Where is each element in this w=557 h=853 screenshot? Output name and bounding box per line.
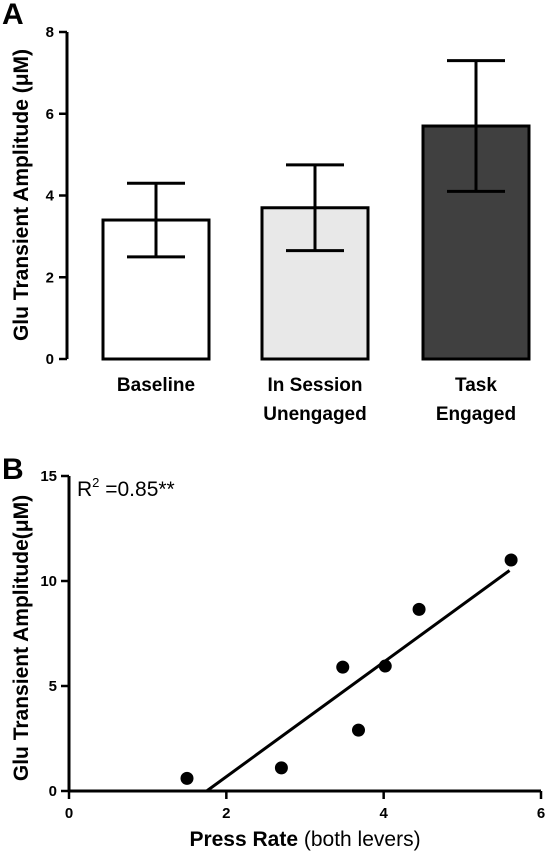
panel-a-y-tick-label: 2 — [46, 269, 54, 286]
panel-a-label: A — [2, 0, 24, 31]
panel-b-y-axis-label: Glu Transient Amplitude(μM) — [10, 495, 33, 781]
panel-b-y-tick-label: 5 — [49, 678, 57, 695]
scatter-point — [351, 723, 365, 737]
scatter-point — [378, 659, 392, 673]
scatter-point — [336, 660, 350, 674]
panel-a: A Glu Transient Amplitude (μM) 0 2 4 6 8 Bas… — [2, 0, 531, 425]
scatter-point — [412, 602, 426, 616]
panel-b-x-tick-label: 0 — [65, 805, 73, 822]
panel-a-y-tick-label: 6 — [46, 106, 54, 123]
panel-b-y-tick-label: 15 — [40, 468, 57, 485]
scatter-point — [274, 761, 288, 775]
panel-a-y-tick-label: 8 — [46, 24, 54, 41]
category-label-line2: Unengaged — [263, 404, 366, 425]
panel-b-y-tick-label: 0 — [49, 783, 57, 800]
panel-b: B Glu Transient Amplitude(μM) 0 5 10 15 0 2 4… — [2, 453, 545, 851]
panel-b-y-tick-label: 10 — [40, 573, 57, 590]
category-label-line2: Engaged — [436, 404, 516, 425]
category-label: Task — [455, 375, 497, 396]
panel-b-r-squared-annotation: R2 =0.85** — [77, 475, 175, 501]
panel-a-y-axis-label: Glu Transient Amplitude (μM) — [10, 49, 33, 341]
regression-line — [205, 569, 511, 793]
panel-b-x-axis-label: Press Rate (both levers) — [189, 828, 420, 851]
category-label: In Session — [267, 375, 362, 396]
panel-b-label: B — [2, 453, 24, 486]
panel-b-x-tick-label: 6 — [537, 805, 545, 822]
scatter-point — [504, 553, 518, 567]
panel-b-x-tick-label: 4 — [379, 805, 388, 822]
category-label: Baseline — [117, 375, 195, 396]
panel-a-y-tick-label: 4 — [46, 188, 55, 205]
scatter-point — [180, 771, 194, 785]
panel-a-y-tick-label: 0 — [46, 351, 54, 368]
panel-b-x-tick-label: 2 — [222, 805, 230, 822]
